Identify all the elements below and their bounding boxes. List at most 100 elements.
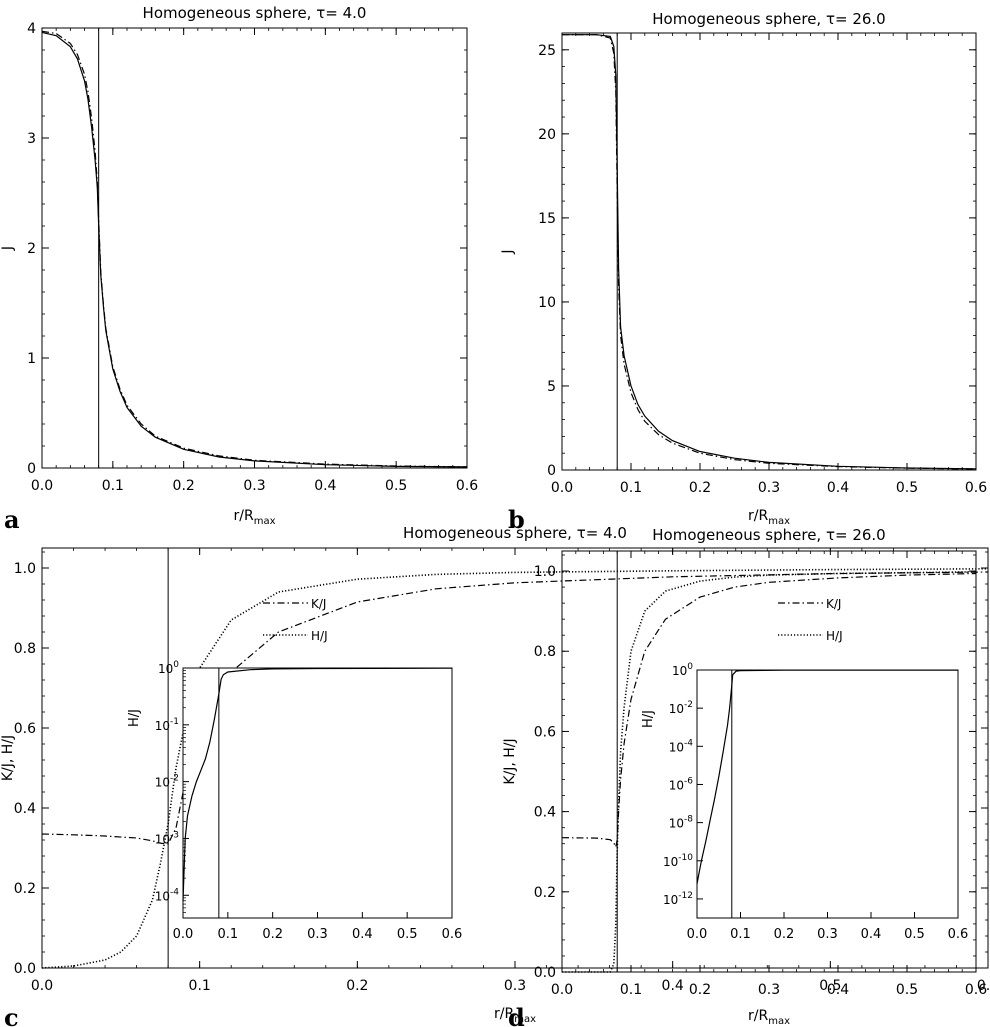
y-tick-label: 25 (538, 43, 556, 59)
x-tick-label: 0.1 (620, 480, 642, 496)
inset-y-tick-label: 10-2 (669, 700, 693, 716)
inset-y-tick-label: 10-12 (663, 891, 693, 907)
inset-x-tick-label: 0.4 (352, 927, 373, 942)
plot-frame (561, 32, 977, 471)
series-line-h-j (562, 571, 977, 973)
inset-y-tick-label: 10-1 (155, 717, 179, 733)
inset-x-tick-label: 0.2 (774, 927, 795, 942)
inset-y-axis-label: H/J (127, 709, 142, 727)
x-tick-label: 0.6 (456, 478, 478, 494)
y-tick-label: 0.2 (534, 885, 556, 901)
series-line-k-j (41, 571, 989, 845)
x-tick-label: 0.5 (819, 978, 841, 994)
x-axis-label: r/Rmax (748, 1008, 790, 1027)
legend-label: H/J (826, 629, 843, 643)
inset-y-tick-label: 10-10 (663, 853, 693, 869)
legend-label: K/J (311, 597, 326, 611)
x-tick-label: 0.3 (504, 978, 526, 994)
inset-plot: 0.0 0.1 0.2 0.3 0.4 0.5 0.6 100 10-2 10-4 10-6 10-8… (641, 662, 968, 942)
inset-x-tick-label: 0.6 (948, 927, 969, 942)
inset-x-tick-label: 0.1 (730, 927, 751, 942)
x-tick-label: 0.3 (243, 478, 265, 494)
series-line-0 (562, 34, 977, 470)
y-tick-label: 0.0 (534, 965, 556, 981)
y-tick-label: 3 (27, 131, 36, 147)
y-tick-label: 1.0 (534, 564, 556, 580)
inset-frame (696, 669, 959, 919)
inset-x-tick-label: 0.0 (687, 927, 708, 942)
y-tick-label: 1.0 (14, 561, 36, 577)
inset-x-tick-label: 0.2 (262, 927, 283, 942)
inset-y-tick-label: 10-2 (155, 774, 179, 790)
inset-y-tick-label: 10-4 (669, 738, 694, 754)
inset-y-tick-label: 100 (672, 662, 693, 678)
y-tick-label: 0.2 (14, 881, 36, 897)
inset-x-tick-label: 0.5 (397, 927, 418, 942)
y-tick-label: 2 (27, 241, 36, 257)
x-tick-label: 0.5 (896, 480, 918, 496)
x-tick-label: 0.0 (551, 480, 573, 496)
x-tick-label: 0.3 (758, 480, 780, 496)
x-tick-label: 0.4 (314, 478, 336, 494)
x-tick-label: 0.1 (102, 478, 124, 494)
y-tick-label: 15 (538, 211, 556, 227)
x-tick-label: 0.3 (758, 982, 780, 998)
y-tick-label: 1 (27, 351, 36, 367)
inset-series-line (182, 667, 453, 902)
x-tick-label: 0.4 (827, 982, 849, 998)
inset-x-tick-label: 0.5 (904, 927, 925, 942)
y-tick-label: 5 (547, 379, 556, 395)
panel-b: Homogeneous sphere, τ= 26.0 0.0 0.1 0.2 0.3 0… (500, 10, 987, 534)
chart-title: Homogeneous sphere, τ= 26.0 (652, 10, 885, 28)
y-tick-label: 0.6 (534, 724, 556, 740)
x-tick-label: 0.1 (189, 978, 211, 994)
x-tick-label: 0.5 (385, 478, 407, 494)
y-tick-label: 10 (538, 295, 556, 311)
inset-x-tick-label: 0.0 (173, 927, 194, 942)
inset-x-tick-label: 0.3 (817, 927, 838, 942)
inset-x-tick-label: 0.6 (442, 927, 463, 942)
panel-a: Homogeneous sphere, τ= 4.0 0.0 0.1 0.2 0.3 0.… (0, 4, 478, 534)
x-axis-label: r/Rmax (234, 508, 276, 527)
y-axis-label: K/J, H/J (0, 735, 16, 781)
y-tick-label: 0.6 (14, 721, 36, 737)
x-tick-label: 0.1 (620, 982, 642, 998)
x-tick-label: 0.2 (346, 978, 368, 994)
x-tick-label: 0.2 (689, 982, 711, 998)
x-tick-label: 0.6 (965, 480, 987, 496)
chart-title: Homogeneous sphere, τ= 4.0 (143, 4, 367, 22)
panel-d: Homogeneous sphere, τ= 26.0 0.0 0.1 0.2 0.3 0… (502, 526, 987, 1027)
x-tick-label: 0.4 (662, 978, 684, 994)
x-tick-label: 0.6 (965, 982, 987, 998)
y-tick-label: 0 (547, 463, 556, 479)
x-tick-label: 0.2 (689, 480, 711, 496)
y-tick-label: 0.4 (14, 801, 36, 817)
panel-c: Homogeneous sphere, τ= 4.0 0.0 0.1 0.2 0.3 0.… (0, 524, 990, 1027)
x-tick-label: 0.4 (827, 480, 849, 496)
x-tick-label: 0.2 (173, 478, 195, 494)
inset-frame (182, 667, 453, 919)
x-tick-label: 0.0 (551, 982, 573, 998)
y-tick-label: 0 (27, 461, 36, 477)
x-tick-label: 0.0 (31, 978, 53, 994)
y-tick-label: 20 (538, 127, 556, 143)
y-tick-label: 0.4 (534, 805, 556, 821)
inset-plot: 0.0 0.1 0.2 0.3 0.4 0.5 0.6 100 10-1 10-2 10-3 10-4… (127, 660, 462, 942)
inset-x-tick-label: 0.3 (307, 927, 328, 942)
inset-y-tick-label: 100 (158, 660, 179, 676)
inset-x-tick-label: 0.1 (217, 927, 238, 942)
chart-title: Homogeneous sphere, τ= 4.0 (403, 524, 627, 542)
panel-letter: b (508, 505, 525, 534)
y-tick-label: 0.0 (14, 961, 36, 977)
y-axis-label: J (0, 246, 16, 251)
series-line-0 (41, 31, 468, 468)
series-line-h-j (41, 568, 989, 969)
series-line-1 (562, 34, 977, 470)
x-axis-label: r/Rmax (748, 508, 790, 527)
y-tick-label: 0.8 (14, 641, 36, 657)
inset-y-tick-label: 10-8 (669, 815, 694, 831)
legend-label: K/J (826, 597, 841, 611)
chart-title: Homogeneous sphere, τ= 26.0 (652, 526, 885, 544)
x-axis-label: r/Rmax (494, 1006, 536, 1025)
